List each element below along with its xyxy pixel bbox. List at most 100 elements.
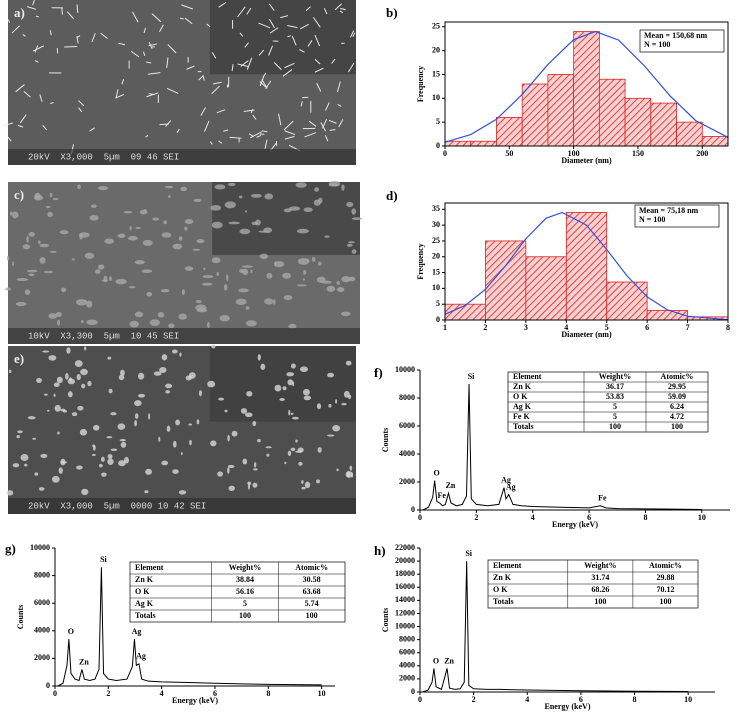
sem-feature	[104, 238, 115, 244]
sem-feature	[92, 424, 100, 431]
y-tick-label: 15	[432, 69, 440, 78]
sem-feature	[6, 490, 14, 496]
sem-feature	[26, 6, 37, 10]
sem-feature	[17, 430, 23, 434]
sem-feature	[303, 207, 313, 212]
sem-feature	[161, 232, 172, 238]
y-tick-label: 5	[436, 299, 440, 308]
sem-feature	[314, 187, 319, 192]
sem-feature	[134, 413, 139, 420]
sem-feature	[352, 32, 356, 38]
sem-feature	[324, 235, 330, 238]
sem-feature	[341, 276, 351, 283]
y-tick-label: 14000	[395, 595, 415, 604]
x-axis-label: Diameter (nm)	[561, 330, 612, 339]
x-tick-label: 3	[524, 323, 528, 332]
sem-feature	[291, 35, 297, 46]
sem-feature	[120, 369, 125, 377]
x-tick-label: 6	[645, 323, 649, 332]
annotation-box	[639, 29, 725, 53]
sem-feature	[91, 453, 96, 457]
y-tick-label: 5	[436, 117, 440, 126]
table-header: Atomic%	[649, 561, 682, 570]
x-tick-label: 7	[686, 323, 690, 332]
sem-feature	[179, 17, 184, 20]
sem-feature	[193, 198, 202, 202]
table-cell: 56.16	[236, 587, 254, 596]
annotation: N = 100	[639, 215, 665, 224]
y-axis-label: Counts	[381, 428, 390, 452]
sem-feature	[110, 448, 118, 451]
x-tick-label: 5	[605, 323, 609, 332]
sem-feature	[231, 430, 238, 437]
sem-feature	[334, 3, 343, 11]
sem-feature	[157, 311, 165, 318]
sem-feature	[115, 93, 125, 99]
sem-feature	[338, 119, 344, 128]
y-tick-label: 6000	[34, 598, 50, 607]
sem-feature	[200, 107, 206, 116]
sem-feature	[287, 450, 292, 457]
sem-feature	[165, 390, 171, 394]
x-tick-label: 8	[266, 689, 270, 698]
sem-feature	[253, 468, 258, 471]
sem-feature	[224, 409, 228, 413]
sem-feature	[22, 244, 31, 250]
table-cell: Ag K	[135, 599, 154, 608]
y-tick-label: 0	[436, 315, 440, 324]
sem-feature	[132, 11, 139, 23]
sem-feature	[217, 471, 224, 477]
table-cell: O K	[493, 585, 508, 594]
sem-feature	[259, 253, 269, 260]
sem-feature	[203, 267, 206, 271]
sem-feature	[172, 469, 179, 474]
y-tick-label: 8000	[34, 570, 50, 579]
y-tick-label: 10000	[395, 621, 415, 630]
sem-feature	[87, 380, 92, 387]
sem-feature	[152, 217, 160, 221]
sem-feature	[16, 278, 29, 282]
sem-feature	[258, 49, 265, 56]
sem-feature	[164, 185, 174, 189]
sem-feature	[22, 34, 26, 37]
sem-feature	[210, 440, 217, 447]
x-tick-label: 1	[443, 323, 447, 332]
sem-feature	[129, 225, 132, 231]
bar	[547, 74, 575, 147]
sem-feature	[92, 444, 96, 451]
sem-feature	[256, 134, 262, 138]
sem-feature	[350, 30, 355, 38]
sem-feature	[327, 434, 335, 437]
bar	[606, 281, 648, 321]
sem-feature	[172, 243, 183, 250]
sem-feature	[320, 280, 332, 284]
spectrum-line	[57, 567, 322, 687]
sem-feature	[123, 210, 133, 214]
sem-feature	[245, 412, 253, 418]
sem-feature	[189, 439, 192, 446]
table-cell: Ag K	[513, 402, 532, 411]
sem-feature	[211, 221, 223, 229]
sem-feature	[80, 368, 88, 376]
sem-feature	[211, 51, 217, 59]
x-tick-label: 100	[568, 149, 580, 158]
sem-feature	[78, 100, 85, 107]
panel-label: h)	[374, 543, 386, 558]
sem-feature	[261, 130, 268, 133]
table-header: Weight%	[229, 563, 261, 572]
y-tick-label: 2000	[34, 653, 50, 662]
peak-label: Zn	[446, 481, 456, 490]
sem-feature	[216, 271, 219, 277]
x-axis-label: Energy (keV)	[545, 702, 591, 711]
y-tick-label: 6000	[399, 648, 415, 657]
sem-feature	[336, 81, 341, 93]
sem-feature	[9, 211, 13, 216]
sem-feature	[240, 60, 249, 67]
table-header: Element	[513, 372, 542, 381]
sem-feature	[272, 299, 276, 305]
sem-feature	[348, 276, 356, 282]
sem-feature	[213, 81, 222, 85]
sem-feature	[302, 278, 305, 281]
sem-feature	[19, 114, 27, 124]
sem-feature	[218, 397, 225, 401]
